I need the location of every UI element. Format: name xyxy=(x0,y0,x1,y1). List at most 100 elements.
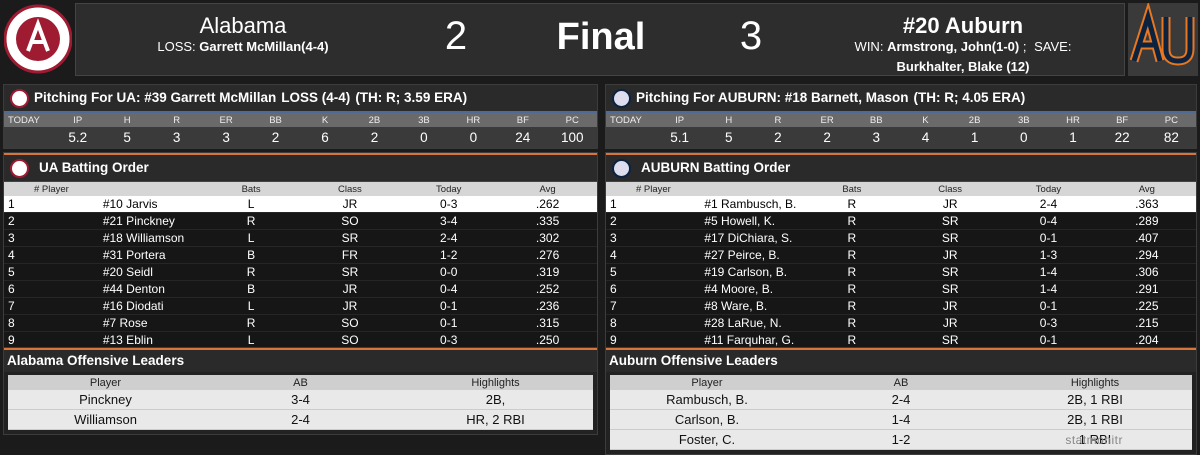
batter-cell: L xyxy=(201,331,301,349)
leader-cell: 1-2 xyxy=(804,429,998,450)
batter-cell: #5 Howell, K. xyxy=(704,212,803,230)
batter-cell: SO xyxy=(300,314,400,332)
batter-cell: FR xyxy=(300,246,400,264)
leader-row: Williamson 2-4 HR, 2 RBI xyxy=(8,409,593,430)
batter-cell: R xyxy=(802,263,901,281)
pitcher-title: Pitching For AUBURN: #18 Barnett, Mason xyxy=(636,90,909,105)
leaders-header: Player AB Highlights xyxy=(8,375,593,390)
loss-pitcher: Garrett McMillan(4-4) xyxy=(199,39,329,54)
stat-value: 22 xyxy=(1097,127,1147,148)
leader-cell: HR, 2 RBI xyxy=(398,409,593,430)
pitching-panel: Pitching For UA: #39 Garrett McMillan LOS… xyxy=(3,84,598,149)
batter-cell: #16 Diodati xyxy=(102,297,202,315)
win-line: WIN: Armstrong, John(1-0) ; SAVE: Burkha… xyxy=(813,37,1113,77)
watermark: statmonitr xyxy=(1065,433,1123,447)
batter-cell: R xyxy=(802,212,901,230)
batter-cell: .294 xyxy=(1097,246,1196,264)
home-score: 2 xyxy=(444,14,468,58)
batter-cell: JR xyxy=(900,297,1000,315)
batter-row: 1 #10 Jarvis L JR 0-3.262 xyxy=(4,196,597,213)
batter-cell: B xyxy=(201,280,301,298)
batter-cell: SR xyxy=(900,263,1000,281)
team-icon xyxy=(10,158,29,178)
column-header: Bats xyxy=(802,182,901,196)
stat-value: 0 xyxy=(399,127,449,148)
batter-cell: R xyxy=(201,314,301,332)
save-label: SAVE: xyxy=(1034,39,1072,54)
stat-name: 3B xyxy=(399,113,449,127)
batter-cell: .335 xyxy=(498,212,597,230)
batter-row: 8 #7 Rose R SO 0-1.315 xyxy=(4,314,597,332)
away-team: #20 Auburn xyxy=(902,13,1024,38)
batter-cell: 4 xyxy=(4,246,103,264)
batter-cell: 1 xyxy=(606,196,705,213)
batter-cell: R xyxy=(201,263,301,281)
batter-cell: L xyxy=(201,297,301,315)
batter-cell: #27 Peirce, B. xyxy=(704,246,803,264)
stats-row: 5.2 5 3 3 2 6 2 0 0 24 100 xyxy=(4,127,597,148)
column-header: Highlights xyxy=(998,375,1192,390)
batter-cell: 0-1 xyxy=(399,297,499,315)
batter-cell: 1 xyxy=(4,196,103,213)
batter-cell: .225 xyxy=(1097,297,1196,315)
batter-cell: .306 xyxy=(1097,263,1196,281)
leaders-header: Player AB Highlights xyxy=(610,375,1192,390)
stat-name: BB xyxy=(851,113,901,127)
batter-row: 2 #21 Pinckney R SO 3-4.335 xyxy=(4,212,597,230)
leader-cell: Foster, C. xyxy=(610,429,804,450)
batter-cell: 1-4 xyxy=(999,263,1098,281)
leader-cell: 1-4 xyxy=(804,409,998,430)
batter-cell: #18 Williamson xyxy=(102,229,202,247)
stat-name: K xyxy=(300,113,350,127)
batter-cell: R xyxy=(802,314,901,332)
stat-name: ER xyxy=(802,113,852,127)
stat-name: HR xyxy=(448,113,499,127)
team-icon xyxy=(10,88,29,108)
leader-cell: 2B, 1 RBI xyxy=(998,409,1192,430)
batter-cell: 9 xyxy=(606,331,705,349)
pitching-panel: Pitching For AUBURN: #18 Barnett, Mason (… xyxy=(605,84,1197,149)
win-pitcher: Armstrong, John(1-0) xyxy=(887,39,1020,54)
batter-row: 2 #5 Howell, K. R SR 0-4.289 xyxy=(606,212,1196,230)
batter-row: 6 #44 Denton B JR 0-4.252 xyxy=(4,280,597,298)
batter-cell: 0-4 xyxy=(999,212,1098,230)
batter-row: 5 #20 Seidl R SR 0-0.319 xyxy=(4,263,597,281)
stat-name: PC xyxy=(547,113,597,127)
stat-name: 2B xyxy=(349,113,400,127)
batter-cell: .291 xyxy=(1097,280,1196,298)
batter-cell: 1-4 xyxy=(999,280,1098,298)
column-header: Class xyxy=(900,182,1000,196)
batter-cell: 7 xyxy=(606,297,705,315)
stat-name: BF xyxy=(498,113,548,127)
batter-cell: SO xyxy=(300,331,400,349)
batting-title-text: AUBURN Batting Order xyxy=(641,160,791,175)
batter-cell: .262 xyxy=(498,196,597,213)
batter-cell: B xyxy=(201,246,301,264)
batter-cell: 2-4 xyxy=(399,229,499,247)
batter-cell: .215 xyxy=(1097,314,1196,332)
batter-cell: 0-1 xyxy=(999,229,1098,247)
batter-cell: 8 xyxy=(4,314,103,332)
batter-cell: L xyxy=(201,196,301,213)
leaders-table: Player AB Highlights Rambusch, B. 2-4 2B, 1 R… xyxy=(610,375,1192,450)
column-header: Today xyxy=(399,182,499,196)
leaders-title: Auburn Offensive Leaders xyxy=(606,348,1196,372)
team-icon xyxy=(612,158,631,178)
batter-cell: .204 xyxy=(1097,331,1196,349)
stat-value: 5.2 xyxy=(53,127,103,148)
stat-value: 3 xyxy=(201,127,251,148)
batter-cell: 3 xyxy=(606,229,705,247)
column-header: Class xyxy=(300,182,400,196)
batter-row: 8 #28 LaRue, N. R JR 0-3.215 xyxy=(606,314,1196,332)
leader-cell: 3-4 xyxy=(203,390,398,410)
batter-row: 3 #18 Williamson L SR 2-4.302 xyxy=(4,229,597,247)
batter-row: 4 #27 Peirce, B. R JR 1-3.294 xyxy=(606,246,1196,264)
leader-cell: 2B, 1 RBI xyxy=(998,390,1192,410)
batter-cell: 9 xyxy=(4,331,103,349)
save-pitcher: Burkhalter, Blake (12) xyxy=(896,59,1030,74)
batter-cell: 7 xyxy=(4,297,103,315)
stat-name: H xyxy=(102,113,152,127)
batter-cell: SR xyxy=(900,212,1000,230)
batter-cell: #10 Jarvis xyxy=(102,196,202,213)
